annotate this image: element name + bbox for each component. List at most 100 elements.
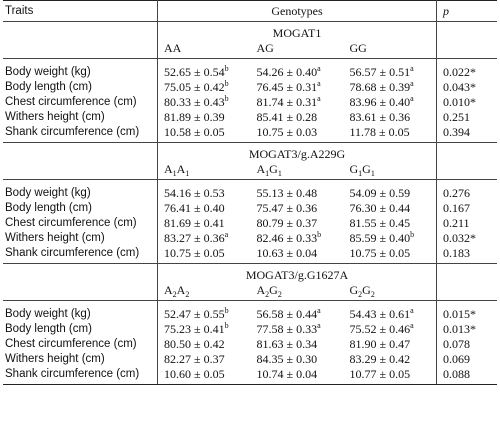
allele-letter: G [349, 162, 359, 176]
allele-letter: A [256, 283, 266, 297]
p-value: 0.022* [443, 64, 476, 79]
trait-name: Body length (cm) [3, 321, 158, 336]
value-cell: 10.58 ± 0.05 [157, 124, 251, 143]
significance-letter: a [224, 229, 229, 239]
spacer-row [3, 179, 497, 185]
empty-cell [343, 58, 437, 64]
value-cell: 10.74 ± 0.04 [250, 366, 344, 385]
trait-name: Shank circumference (cm) [3, 124, 158, 143]
mean-se-value: 52.65 ± 0.54 [164, 64, 225, 79]
mean-se-value: 52.47 ± 0.55 [164, 306, 225, 321]
value-cell: 52.47 ± 0.55b [158, 306, 251, 321]
value-cell: 76.41 ± 0.40 [158, 200, 251, 215]
table-row: Withers height (cm) 83.27 ± 0.36a 82.46 ± … [3, 230, 497, 245]
allele-subscript: 2 [265, 290, 270, 299]
value-cell: 82.46 ± 0.33b [251, 230, 344, 245]
genotype-label: G2G2 [343, 282, 437, 301]
genotype-label: A2A2 [157, 282, 251, 301]
trait-name: Withers height (cm) [3, 230, 158, 245]
trait-name: Shank circumference (cm) [3, 245, 158, 264]
p-value: 0.394 [436, 124, 497, 143]
value-cell: 76.30 ± 0.44 [343, 200, 437, 215]
allele-subscript: 2 [370, 290, 375, 299]
genotype-label: G1G1 [343, 161, 437, 180]
p-value: 0.010* [443, 94, 476, 109]
value-cell: 77.58 ± 0.33a [251, 321, 344, 336]
value-cell: 80.79 ± 0.37 [251, 215, 344, 230]
mean-se-value: 81.74 ± 0.31 [256, 94, 318, 109]
empty-cell [3, 40, 158, 59]
mean-se-value: 83.61 ± 0.36 [349, 109, 411, 124]
allele-subscript: 1 [277, 169, 282, 178]
mean-se-value: 82.46 ± 0.33 [256, 230, 318, 245]
value-cell: 75.23 ± 0.41b [158, 321, 251, 336]
p-header-label: p [443, 4, 449, 18]
table-row: Body length (cm) 75.05 ± 0.42b 76.45 ± 0.3… [3, 79, 497, 94]
value-cell: 83.29 ± 0.42 [343, 351, 437, 366]
empty-cell [3, 282, 158, 301]
mean-se-value: 81.69 ± 0.41 [164, 215, 225, 230]
allele-letter: G [362, 283, 371, 297]
association-table: Traits Genotypes p MOGAT1 AA AG GG Body weig… [3, 0, 497, 385]
significance-letter: b [224, 305, 229, 315]
mean-se-value: 81.89 ± 0.39 [164, 109, 225, 124]
allele-subscript: 2 [185, 290, 190, 299]
allele-letter: G [362, 162, 371, 176]
value-cell: 84.35 ± 0.30 [251, 351, 344, 366]
mean-se-value: 54.43 ± 0.61 [349, 306, 411, 321]
mean-se-value: 10.75 ± 0.05 [349, 245, 411, 260]
value-cell: 76.45 ± 0.31a [251, 79, 344, 94]
genotype-label: AA [157, 40, 251, 59]
value-cell: 52.65 ± 0.54b [158, 64, 251, 79]
value-cell: 10.60 ± 0.05 [157, 366, 251, 385]
value-cell: 81.69 ± 0.41 [158, 215, 251, 230]
value-cell: 81.63 ± 0.34 [251, 336, 344, 351]
allele-subscript: 1 [172, 169, 177, 178]
table-row: Shank circumference (cm) 10.58 ± 0.05 10.7… [3, 124, 497, 143]
genotype-row: A2A2 A2G2 G2G2 [3, 282, 497, 301]
empty-cell [436, 161, 497, 180]
significance-letter: a [317, 63, 321, 73]
gene-row: MOGAT3/g.G1627A [3, 263, 497, 282]
significance-letter: b [224, 320, 229, 330]
genotype-label: A1A1 [157, 161, 251, 180]
mean-se-value: 83.96 ± 0.40 [349, 94, 411, 109]
mean-se-value: 76.41 ± 0.40 [164, 200, 225, 215]
empty-cell [343, 179, 437, 185]
empty-cell [436, 40, 497, 59]
value-cell: 78.68 ± 0.39a [343, 79, 437, 94]
empty-cell [437, 143, 498, 162]
empty-cell [437, 22, 498, 41]
value-cell: 10.75 ± 0.05 [343, 245, 437, 264]
trait-name: Body length (cm) [3, 200, 158, 215]
mean-se-value: 78.68 ± 0.39 [349, 79, 411, 94]
significance-letter: a [410, 320, 414, 330]
mean-se-value: 10.58 ± 0.05 [164, 124, 225, 139]
trait-name: Withers height (cm) [3, 351, 158, 366]
allele-subscript: 1 [185, 169, 190, 178]
value-cell: 85.41 ± 0.28 [251, 109, 344, 124]
value-cell: 10.75 ± 0.05 [157, 245, 251, 264]
table-row: Chest circumference (cm) 80.50 ± 0.42 81.6… [3, 336, 497, 351]
genotype-label: A2G2 [250, 282, 344, 301]
mean-se-value: 83.27 ± 0.36 [164, 230, 225, 245]
empty-cell [343, 300, 437, 306]
trait-name: Chest circumference (cm) [3, 336, 158, 351]
mean-se-value: 83.29 ± 0.42 [349, 351, 411, 366]
genotype-row: AA AG GG [3, 40, 497, 59]
mean-se-value: 75.52 ± 0.46 [349, 321, 411, 336]
mean-se-value: 54.26 ± 0.40 [256, 64, 318, 79]
p-value: 0.069 [443, 351, 470, 366]
p-value: 0.251 [443, 109, 470, 124]
mean-se-value: 80.79 ± 0.37 [256, 215, 318, 230]
significance-letter: b [317, 229, 322, 239]
value-cell: 56.58 ± 0.44a [251, 306, 344, 321]
value-cell: 10.77 ± 0.05 [343, 366, 437, 385]
p-value: 0.276 [443, 185, 470, 200]
mean-se-value: 10.77 ± 0.05 [349, 366, 411, 381]
mean-se-value: 81.63 ± 0.34 [256, 336, 318, 351]
value-cell: 54.16 ± 0.53 [158, 185, 251, 200]
p-value: 0.211 [443, 215, 470, 230]
trait-name: Withers height (cm) [3, 109, 158, 124]
significance-letter: b [224, 78, 229, 88]
